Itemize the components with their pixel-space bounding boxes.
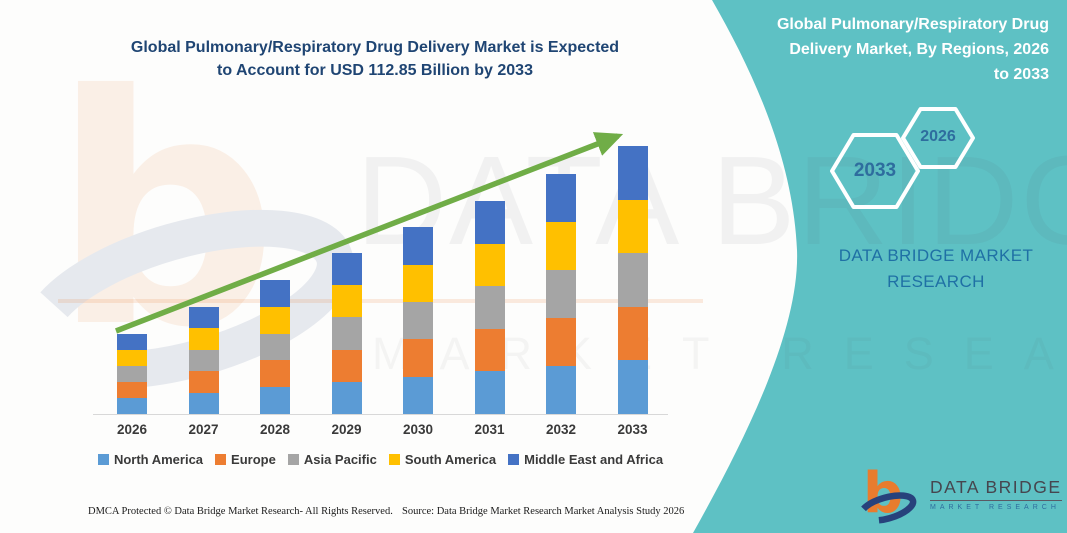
legend-label: Middle East and Africa: [524, 452, 664, 467]
chart-legend: North America Europe Asia Pacific South Ame…: [93, 452, 668, 467]
legend-label: Asia Pacific: [303, 452, 377, 467]
legend-item: Asia Pacific: [287, 452, 377, 467]
bar-segment: [260, 333, 290, 361]
logo-subtitle: MARKET RESEARCH: [930, 504, 1060, 511]
x-axis-label: 2028: [259, 422, 291, 437]
bar-segment: [331, 317, 362, 350]
bar-2030: [403, 227, 433, 414]
panel-title-line2: Delivery Market, By Regions, 2026: [789, 40, 1049, 58]
hexagon-badges-icon: [830, 107, 975, 209]
legend-item: North America: [97, 452, 204, 467]
bar-2032: [546, 173, 576, 414]
bar-2028: [260, 280, 290, 414]
bar-segment: [117, 398, 147, 414]
legend-item: South America: [388, 452, 497, 467]
legend-label: Europe: [231, 452, 276, 467]
legend-label: North America: [113, 452, 204, 467]
bar-segment: [117, 350, 147, 366]
chart-title-line1: Global Pulmonary/Respiratory Drug Delive…: [130, 39, 620, 56]
x-axis-label: 2031: [474, 422, 505, 437]
bar-segment: [546, 317, 576, 366]
bar-segment: [260, 306, 290, 334]
bar-segment: [617, 199, 648, 254]
bar-2033: [617, 146, 648, 414]
bar-segment: [617, 146, 648, 200]
x-axis-label: 2032: [545, 422, 577, 437]
panel-title: Global Pulmonary/Respiratory Drug Delive…: [731, 13, 1049, 87]
bar-segment: [331, 252, 362, 286]
bar-segment: [331, 349, 362, 382]
bar-segment: [617, 253, 648, 307]
x-axis-label: 2033: [617, 422, 648, 437]
bar-segment: [474, 243, 505, 287]
bar-2031: [474, 201, 505, 414]
bar-segment: [260, 360, 290, 388]
bar-segment: [331, 285, 362, 318]
x-axis-label: 2027: [188, 422, 219, 437]
hexagon-year-2026: 2026: [920, 128, 956, 145]
panel-title-line3: to 2033: [993, 65, 1049, 83]
legend-item: Middle East and Africa: [508, 452, 663, 467]
bar-segment: [403, 227, 433, 265]
footer-source: Source: Data Bridge Market Research Mark…: [402, 506, 685, 517]
brand-text: DATA BRIDGE MARKET RESEARCH: [838, 246, 1034, 292]
bar-segment: [474, 328, 505, 372]
bar-segment: [188, 392, 219, 414]
hexagon-year-2033: 2033: [853, 160, 897, 181]
bar-segment: [617, 360, 648, 414]
legend-swatch: [388, 454, 400, 465]
bar-segment: [188, 306, 219, 329]
bar-segment: [188, 371, 219, 393]
bar-segment: [546, 221, 576, 270]
bar-2027: [188, 306, 219, 414]
panel-title-line1: Global Pulmonary/Respiratory Drug: [776, 16, 1049, 33]
x-axis-labels: 2026 2027 2028 2029 2030 2031 2032 2033: [93, 422, 668, 440]
x-axis-label: 2029: [331, 422, 362, 437]
bar-segment: [331, 381, 362, 414]
bar-2029: [331, 252, 362, 414]
bar-segment: [403, 376, 433, 414]
legend-swatch: [287, 454, 299, 465]
bar-segment: [260, 387, 290, 414]
legend-item: Europe: [215, 452, 276, 467]
bar-2026: [117, 334, 147, 414]
bar-segment: [546, 269, 576, 318]
chart-title: Global Pulmonary/Respiratory Drug Delive…: [95, 36, 655, 82]
bar-segment: [617, 306, 648, 361]
bar-segment: [546, 365, 576, 414]
bar-segment: [260, 280, 290, 307]
bar-segment: [117, 334, 147, 350]
logo-name: DATA BRIDGE: [930, 477, 1062, 501]
legend-label: South America: [404, 452, 497, 467]
bar-segment: [117, 382, 147, 398]
legend-swatch: [215, 454, 227, 465]
legend-swatch: [508, 454, 520, 465]
legend-swatch: [97, 454, 109, 465]
bar-segment: [403, 301, 433, 340]
bar-chart: [93, 118, 668, 415]
bar-segment: [474, 371, 505, 414]
chart-title-line2: to Account for USD 112.85 Billion by 203…: [217, 62, 533, 80]
data-bridge-logo: DATA BRIDGE MARKET RESEARCH: [860, 464, 1062, 524]
bar-segment: [474, 286, 505, 329]
bar-segment: [117, 366, 147, 382]
bar-segment: [546, 173, 576, 222]
bar-segment: [403, 339, 433, 377]
bar-segment: [188, 328, 219, 350]
x-axis-label: 2026: [116, 422, 148, 437]
x-axis-label: 2030: [402, 422, 434, 437]
bar-segment: [403, 264, 433, 302]
bar-segment: [188, 349, 219, 372]
data-bridge-logo-icon: [860, 464, 922, 524]
footer-dmca: DMCA Protected © Data Bridge Market Rese…: [88, 506, 393, 517]
bar-segment: [474, 201, 505, 244]
